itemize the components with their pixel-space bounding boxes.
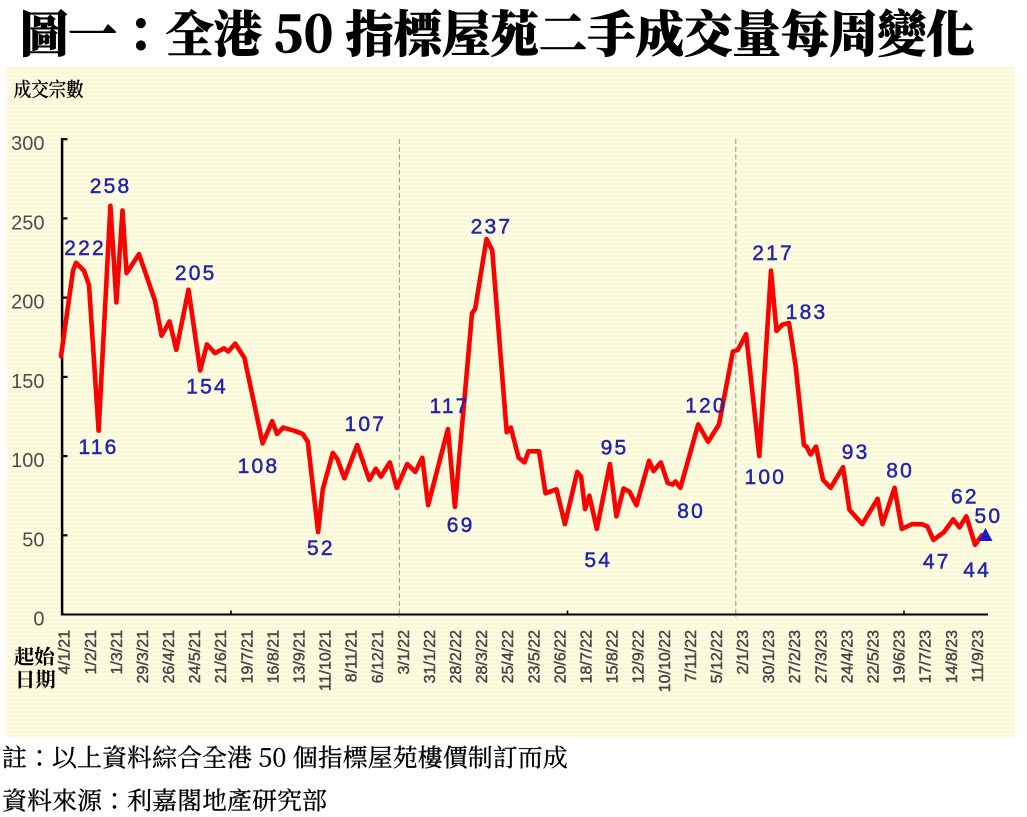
svg-text:50: 50: [22, 529, 44, 551]
svg-text:258: 258: [90, 175, 132, 198]
svg-text:54: 54: [584, 549, 612, 572]
svg-text:19/6/23: 19/6/23: [892, 630, 909, 683]
svg-text:183: 183: [786, 301, 828, 324]
svg-text:95: 95: [601, 437, 629, 460]
svg-text:100: 100: [744, 466, 786, 489]
svg-text:116: 116: [78, 436, 118, 459]
svg-text:117: 117: [430, 395, 470, 418]
svg-text:12/9/22: 12/9/22: [631, 630, 648, 683]
svg-text:108: 108: [238, 455, 280, 478]
svg-text:29/3/21: 29/3/21: [135, 630, 152, 683]
svg-text:80: 80: [886, 460, 914, 483]
svg-text:0: 0: [33, 609, 44, 631]
svg-text:62: 62: [951, 486, 979, 509]
svg-text:52: 52: [307, 537, 335, 560]
svg-text:28/3/22: 28/3/22: [474, 630, 491, 683]
svg-text:24/5/21: 24/5/21: [187, 630, 204, 683]
svg-text:200: 200: [11, 292, 44, 314]
svg-text:237: 237: [471, 216, 513, 239]
svg-text:27/2/23: 27/2/23: [787, 630, 804, 683]
svg-text:93: 93: [842, 441, 870, 464]
svg-text:23/5/22: 23/5/22: [526, 630, 543, 683]
svg-text:28/2/22: 28/2/22: [448, 630, 465, 683]
svg-text:8/11/21: 8/11/21: [344, 630, 361, 682]
svg-text:50: 50: [975, 505, 1003, 528]
svg-text:19/7/21: 19/7/21: [239, 630, 256, 683]
svg-text:26/4/21: 26/4/21: [161, 630, 178, 683]
svg-text:22/5/23: 22/5/23: [866, 630, 883, 683]
svg-text:250: 250: [11, 212, 44, 234]
svg-text:30/1/23: 30/1/23: [761, 630, 778, 683]
svg-text:7/11/22: 7/11/22: [683, 630, 700, 682]
svg-text:21/6/21: 21/6/21: [213, 630, 230, 683]
svg-text:80: 80: [677, 500, 705, 523]
svg-text:120: 120: [685, 394, 727, 417]
svg-text:4/1/21: 4/1/21: [57, 630, 74, 675]
svg-text:25/4/22: 25/4/22: [500, 630, 517, 683]
svg-text:14/8/23: 14/8/23: [944, 630, 961, 683]
svg-text:11/9/23: 11/9/23: [970, 630, 987, 682]
svg-text:16/8/21: 16/8/21: [265, 630, 282, 683]
svg-text:6/12/21: 6/12/21: [370, 630, 387, 683]
svg-text:217: 217: [752, 242, 794, 265]
svg-text:300: 300: [11, 133, 44, 155]
svg-text:20/6/22: 20/6/22: [552, 630, 569, 683]
svg-text:18/7/22: 18/7/22: [579, 630, 596, 683]
svg-text:100: 100: [11, 450, 44, 472]
svg-text:150: 150: [11, 371, 44, 393]
svg-text:1/2/21: 1/2/21: [83, 630, 100, 675]
svg-text:2/1/23: 2/1/23: [735, 630, 752, 675]
svg-text:69: 69: [447, 514, 475, 537]
svg-text:11/10/21: 11/10/21: [318, 630, 335, 691]
svg-text:27/3/23: 27/3/23: [813, 630, 830, 683]
svg-text:47: 47: [923, 550, 951, 573]
svg-text:3/1/22: 3/1/22: [396, 630, 413, 675]
svg-text:107: 107: [344, 413, 386, 436]
svg-text:222: 222: [64, 237, 106, 260]
svg-text:10/10/22: 10/10/22: [657, 630, 674, 692]
svg-text:24/4/23: 24/4/23: [839, 630, 856, 683]
svg-text:44: 44: [963, 559, 991, 582]
svg-text:205: 205: [175, 262, 217, 285]
svg-text:5/12/22: 5/12/22: [709, 630, 726, 683]
svg-text:17/7/23: 17/7/23: [918, 630, 935, 683]
svg-text:31/1/22: 31/1/22: [422, 630, 439, 683]
svg-text:1/3/21: 1/3/21: [109, 630, 126, 675]
svg-text:154: 154: [186, 375, 228, 398]
svg-text:13/9/21: 13/9/21: [292, 630, 309, 683]
svg-text:15/8/22: 15/8/22: [605, 630, 622, 683]
